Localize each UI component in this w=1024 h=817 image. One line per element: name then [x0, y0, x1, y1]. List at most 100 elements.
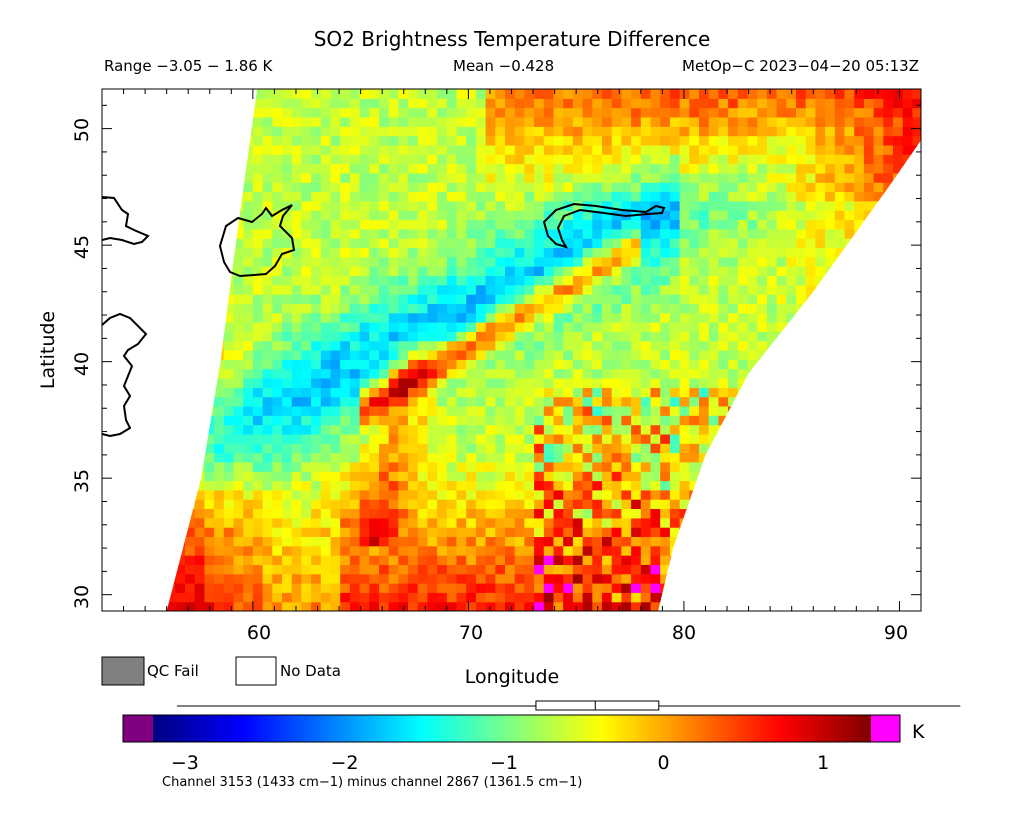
heatmap-cell [815, 545, 826, 556]
heatmap-cell [495, 294, 506, 304]
heatmap-cell [398, 89, 409, 90]
heatmap-cell [194, 555, 205, 565]
heatmap-cell [175, 499, 186, 509]
heatmap-cell [863, 294, 875, 304]
heatmap-cell [311, 583, 322, 593]
heatmap-cell [456, 359, 467, 370]
heatmap-cell [689, 303, 700, 314]
heatmap-cell [699, 284, 710, 295]
heatmap-cell [621, 350, 632, 360]
heatmap-cell [582, 294, 593, 304]
heatmap-cell [902, 396, 913, 407]
heatmap-cell [379, 154, 390, 165]
heatmap-cell [553, 601, 564, 611]
heatmap-cell [175, 331, 186, 342]
heatmap-cell [796, 378, 807, 388]
heatmap-cell [699, 126, 710, 137]
heatmap-cell [825, 443, 836, 454]
heatmap-cell [708, 424, 719, 435]
heatmap-cell [621, 294, 632, 304]
heatmap-cell [825, 89, 836, 90]
heatmap-cell [446, 499, 458, 509]
heatmap-cell [427, 396, 438, 407]
heatmap-cell [485, 89, 496, 99]
heatmap-cell [514, 424, 525, 435]
heatmap-cell [466, 117, 477, 127]
heatmap-cell [922, 266, 932, 276]
heatmap-cell [194, 396, 205, 407]
heatmap-cell [640, 117, 652, 127]
heatmap-cell [466, 378, 477, 388]
heatmap-cell [689, 396, 700, 407]
heatmap-cell [427, 405, 438, 416]
heatmap-cell [417, 154, 428, 165]
heatmap-cell [718, 340, 729, 351]
heatmap-cell [349, 154, 361, 165]
heatmap-cell [194, 433, 205, 444]
heatmap-cell [660, 182, 671, 193]
heatmap-cell [873, 312, 884, 323]
heatmap-cell [437, 107, 448, 118]
heatmap-cell [602, 154, 613, 165]
heatmap-cell [592, 89, 603, 90]
heatmap-cell [359, 294, 370, 304]
heatmap-cell [437, 126, 448, 137]
colorbar-unit: K [912, 721, 925, 743]
heatmap-cell [815, 368, 826, 379]
heatmap-cell [902, 200, 913, 211]
heatmap-cell [679, 545, 690, 556]
heatmap-cell [631, 396, 642, 407]
heatmap-cell [214, 405, 225, 416]
heatmap-cell [446, 135, 458, 146]
heatmap-cell [349, 135, 361, 146]
heatmap-cell [718, 396, 729, 407]
heatmap-cell [194, 89, 205, 90]
heatmap-cell [233, 238, 244, 248]
heatmap-cell [776, 256, 787, 267]
heatmap-cell [427, 126, 438, 137]
heatmap-cell [311, 452, 322, 463]
heatmap-cell [737, 247, 749, 258]
heatmap-cell [757, 191, 768, 202]
heatmap-cell [786, 238, 797, 248]
heatmap-cell [893, 294, 904, 304]
heatmap-cell [534, 471, 545, 482]
heatmap-cell [437, 144, 448, 155]
heatmap-cell [718, 378, 729, 388]
heatmap-cell [282, 517, 293, 528]
heatmap-cell [330, 228, 341, 239]
heatmap-cell [747, 200, 758, 211]
heatmap-cell [262, 443, 273, 454]
heatmap-cell [747, 89, 758, 90]
heatmap-cell [301, 98, 312, 109]
heatmap-cell [728, 256, 739, 267]
heatmap-cell [602, 415, 613, 426]
heatmap-cell [175, 238, 186, 248]
heatmap-cell [825, 471, 836, 482]
heatmap-cell [815, 200, 826, 211]
heatmap-cell [786, 443, 797, 454]
heatmap-cell [747, 172, 758, 183]
heatmap-cell [156, 415, 166, 425]
heatmap-cell [398, 219, 409, 230]
heatmap-cell [815, 499, 826, 509]
heatmap-cell [524, 536, 535, 547]
heatmap-cell [446, 592, 458, 603]
heatmap-cell [330, 359, 341, 370]
heatmap-cell [669, 396, 681, 407]
heatmap-cell [340, 98, 351, 109]
heatmap-cell [446, 331, 458, 342]
heatmap-cell [175, 182, 186, 193]
heatmap-cell [291, 424, 302, 435]
heatmap-cell [466, 499, 477, 509]
heatmap-cell [718, 452, 729, 463]
heatmap-cell [243, 98, 254, 109]
heatmap-cell [194, 573, 205, 584]
heatmap-cell [301, 144, 312, 155]
heatmap-cell [825, 452, 836, 463]
heatmap-cell [437, 555, 448, 565]
heatmap-cell [166, 294, 176, 304]
heatmap-cell [175, 415, 186, 426]
heatmap-cell [611, 480, 622, 491]
heatmap-cell [650, 443, 661, 454]
